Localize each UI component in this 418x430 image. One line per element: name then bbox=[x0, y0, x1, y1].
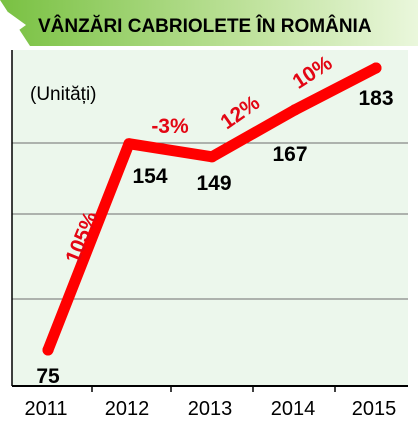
title-arrow-icon bbox=[8, 12, 26, 38]
value-label-2015: 183 bbox=[358, 87, 393, 110]
x-tick-labels: 2011 2012 2013 2014 2015 bbox=[24, 398, 396, 420]
x-tick-label-2011: 2011 bbox=[24, 398, 67, 420]
x-tick-label-2015: 2015 bbox=[352, 398, 397, 420]
chart-title: VÂNZĂRI CABRIOLETE ÎN ROMÂNIA bbox=[38, 15, 372, 37]
value-labels: 75 154 149 167 183 bbox=[36, 87, 393, 388]
x-tick-label-2014: 2014 bbox=[271, 398, 316, 420]
unit-label: (Unități) bbox=[30, 84, 97, 105]
title-bar bbox=[0, 0, 418, 46]
data-point-2015 bbox=[370, 62, 382, 74]
data-point-2012 bbox=[123, 138, 135, 150]
data-point-2013 bbox=[206, 151, 218, 163]
grid-lines bbox=[12, 142, 408, 300]
x-tick-label-2012: 2012 bbox=[105, 398, 150, 420]
value-label-2012: 154 bbox=[132, 165, 167, 188]
x-tick-label-2013: 2013 bbox=[188, 398, 233, 420]
value-label-2013: 149 bbox=[196, 172, 231, 195]
series bbox=[42, 62, 382, 356]
data-point-2011 bbox=[42, 344, 54, 356]
plot-area bbox=[12, 50, 408, 386]
data-point-2014 bbox=[289, 104, 301, 116]
axis bbox=[11, 50, 408, 392]
value-label-2011: 75 bbox=[36, 365, 60, 388]
growth-label-2: -3% bbox=[151, 115, 189, 138]
value-label-2014: 167 bbox=[272, 143, 307, 166]
